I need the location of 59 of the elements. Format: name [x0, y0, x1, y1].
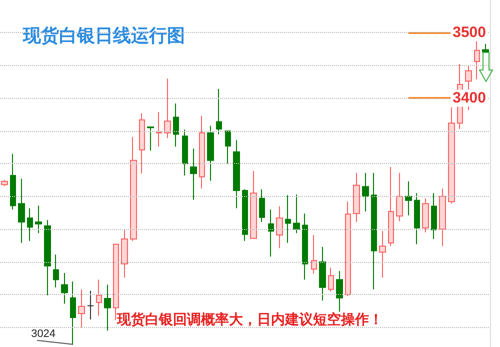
- candlestick: [431, 192, 437, 240]
- candlestick: [353, 172, 360, 222]
- candlestick: [336, 270, 343, 312]
- candlestick: [78, 288, 85, 328]
- candlestick: [285, 194, 291, 244]
- candlestick: [328, 267, 334, 292]
- candlestick: [379, 230, 386, 278]
- candlestick: [61, 272, 68, 304]
- candlestick: [96, 279, 102, 316]
- text: 现货白银日线运行图: [22, 26, 185, 46]
- candlestick: [414, 192, 420, 245]
- candlestick: [250, 170, 257, 240]
- candlestick: [371, 172, 377, 290]
- candlestick: [242, 188, 248, 242]
- candlestick: [1, 180, 8, 186]
- candlestick: [405, 180, 412, 216]
- candlestick: [70, 281, 76, 345]
- candlestick: [182, 129, 188, 176]
- y-tick-label: 3500: [452, 24, 486, 42]
- candlestick: [268, 209, 274, 258]
- candlestick: [345, 201, 351, 296]
- candlestick: [164, 78, 171, 139]
- annotation: 3024: [31, 328, 56, 340]
- candlestick: [225, 130, 231, 164]
- candlestick: [10, 153, 16, 210]
- candlestick: [439, 188, 446, 247]
- candlestick: [173, 102, 179, 148]
- candlestick: [27, 208, 33, 242]
- candlestick: [396, 172, 403, 222]
- candlestick: [121, 228, 128, 278]
- candlestick: [130, 136, 137, 242]
- candlestick: [18, 178, 25, 244]
- candlestick: [276, 206, 283, 249]
- candlestick: [302, 212, 308, 280]
- candlestick: [388, 166, 394, 247]
- candlestick: [190, 148, 197, 200]
- annotation: 现货白银回调概率大，日内建议短空操作！: [116, 311, 383, 328]
- candlestick: [44, 219, 51, 296]
- candlestick: [216, 88, 222, 135]
- candlestick: [293, 194, 300, 234]
- candlestick: [319, 246, 326, 302]
- candlestick: [482, 43, 489, 54]
- candlestick: [104, 284, 111, 332]
- candlestick: [259, 188, 265, 222]
- candlestick: [35, 205, 42, 234]
- candlestick: [156, 111, 162, 148]
- candlestick: [87, 290, 94, 320]
- candlestick: [422, 198, 429, 233]
- candlestick: [199, 115, 205, 190]
- candlestick: [139, 112, 145, 174]
- candlestick: [207, 125, 214, 182]
- candlestick: [448, 106, 455, 204]
- candlestick: [362, 172, 369, 212]
- candlestick: [233, 140, 240, 209]
- candlestick: [311, 234, 317, 274]
- candlestick: [474, 39, 480, 80]
- y-tick-label: 3400: [452, 90, 486, 107]
- candlestick: [53, 254, 59, 288]
- candlestick: [147, 126, 154, 152]
